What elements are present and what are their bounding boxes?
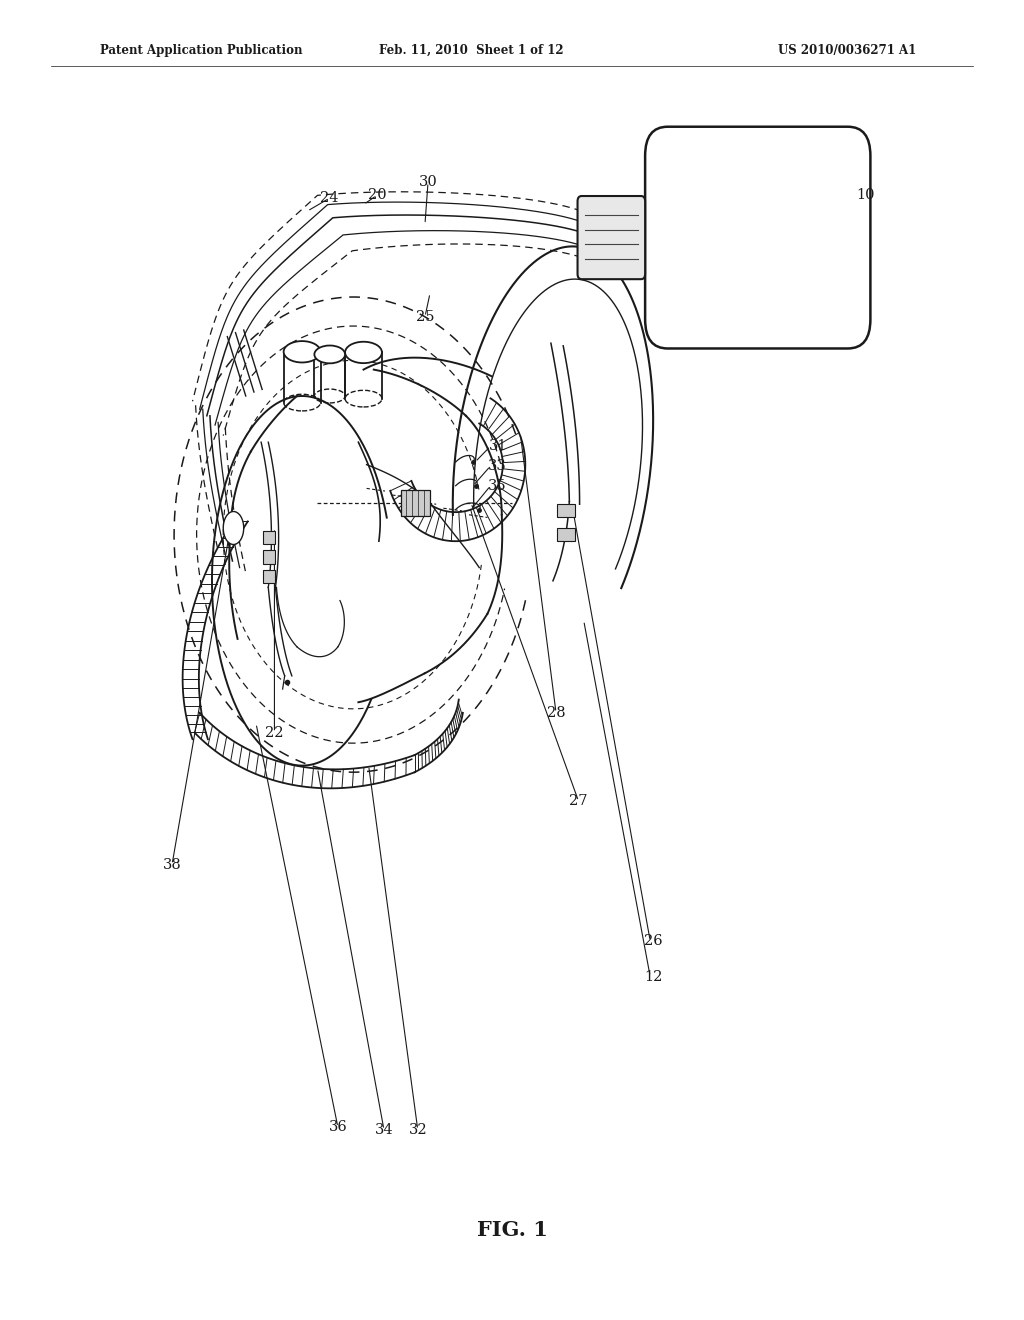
Text: 36: 36 xyxy=(329,1121,347,1134)
Text: Patent Application Publication: Patent Application Publication xyxy=(100,44,303,57)
Text: FIG. 1: FIG. 1 xyxy=(476,1220,548,1241)
Text: 35: 35 xyxy=(488,479,507,492)
FancyBboxPatch shape xyxy=(645,127,870,348)
Ellipse shape xyxy=(284,341,321,363)
Text: 24: 24 xyxy=(321,191,339,205)
Text: 26: 26 xyxy=(644,935,663,948)
Ellipse shape xyxy=(314,346,345,363)
Text: 22: 22 xyxy=(265,726,284,739)
Bar xyxy=(401,490,430,516)
Ellipse shape xyxy=(345,342,382,363)
Text: 12: 12 xyxy=(644,970,663,983)
Text: 30: 30 xyxy=(419,176,437,189)
Text: 28: 28 xyxy=(547,706,565,719)
Bar xyxy=(557,528,575,541)
Text: 25: 25 xyxy=(416,310,434,323)
FancyBboxPatch shape xyxy=(578,197,645,280)
Text: 20: 20 xyxy=(368,189,386,202)
Bar xyxy=(557,504,575,517)
Bar xyxy=(263,570,275,583)
Text: Feb. 11, 2010  Sheet 1 of 12: Feb. 11, 2010 Sheet 1 of 12 xyxy=(379,44,563,57)
Bar xyxy=(263,531,275,544)
Ellipse shape xyxy=(223,511,244,544)
Bar xyxy=(263,550,275,564)
Text: 31: 31 xyxy=(488,440,507,453)
Text: US 2010/0036271 A1: US 2010/0036271 A1 xyxy=(778,44,916,57)
Text: 32: 32 xyxy=(409,1123,427,1137)
Text: 33: 33 xyxy=(488,459,507,473)
Text: 27: 27 xyxy=(569,795,588,808)
Text: 34: 34 xyxy=(375,1123,393,1137)
Text: 10: 10 xyxy=(856,189,874,202)
Text: 38: 38 xyxy=(163,858,181,871)
